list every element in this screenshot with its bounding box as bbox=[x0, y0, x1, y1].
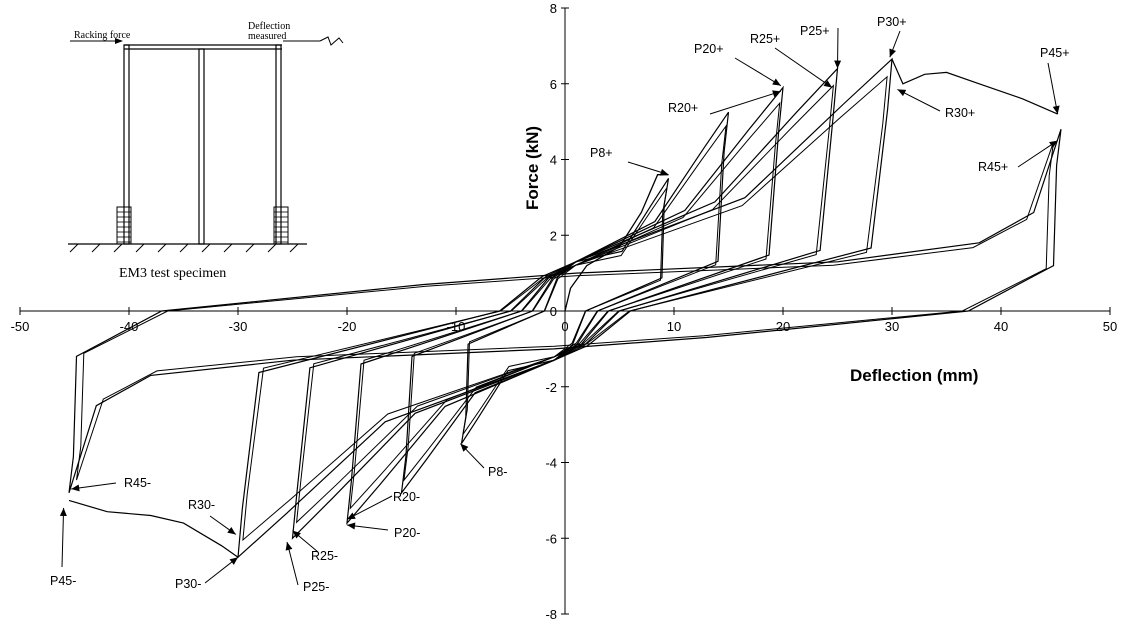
inset-hatch-line bbox=[267, 243, 277, 253]
annotation-p45-pos: P45+ bbox=[1040, 46, 1070, 115]
x-tick-label: -40 bbox=[120, 319, 139, 334]
y-tick-label: -2 bbox=[545, 380, 557, 395]
series-loop-2-repeat bbox=[403, 124, 727, 482]
annotation-p30-neg: P30- bbox=[175, 556, 239, 591]
x-tick-label: 20 bbox=[776, 319, 790, 334]
annotation-r20-pos: R20+ bbox=[668, 90, 781, 115]
annotation-label: P30+ bbox=[877, 15, 907, 29]
annotation-p25-neg: P25- bbox=[285, 541, 329, 594]
x-tick-label: -50 bbox=[11, 319, 30, 334]
annotation-label: R20+ bbox=[668, 101, 698, 115]
inset-right-label-1: Deflection bbox=[248, 21, 290, 32]
annotation-label: R45+ bbox=[978, 160, 1008, 174]
series-loop-4 bbox=[291, 66, 839, 540]
inset-hatch-line bbox=[113, 243, 123, 253]
series-loop-5-repeat bbox=[242, 75, 888, 542]
y-tick-label: 6 bbox=[550, 77, 557, 92]
annotation-label: P8- bbox=[488, 465, 507, 479]
inset-left-hold-down bbox=[116, 206, 132, 245]
annotation-p8-neg: P8- bbox=[460, 443, 507, 479]
inset-left-label: Racking force bbox=[74, 30, 131, 41]
inset-hatch-line bbox=[69, 243, 79, 253]
x-tick-label: 40 bbox=[994, 319, 1008, 334]
annotation-r30-neg: R30- bbox=[188, 498, 237, 535]
annotation-label: R30+ bbox=[945, 106, 975, 120]
annotation-r25-pos: R25+ bbox=[750, 32, 833, 88]
y-tick-label: 8 bbox=[550, 1, 557, 16]
annotation-r45-pos: R45+ bbox=[978, 140, 1058, 174]
annotation-p8-pos: P8+ bbox=[590, 146, 669, 176]
series-envelope-positive bbox=[891, 58, 1058, 115]
y-axis-title: Force (kN) bbox=[523, 126, 542, 210]
annotation-label: P45+ bbox=[1040, 46, 1070, 60]
y-tick-label: -4 bbox=[545, 456, 557, 471]
inset-right-hold-down bbox=[273, 206, 289, 245]
annotation-r20-neg: R20- bbox=[346, 490, 420, 520]
annotation-r30-pos: R30+ bbox=[897, 88, 975, 120]
x-axis-title: Deflection (mm) bbox=[850, 366, 978, 385]
inset-hold-downs bbox=[116, 206, 289, 245]
annotation-label: R30- bbox=[188, 498, 215, 512]
annotation-p25-pos: P25+ bbox=[800, 24, 842, 69]
annotation-label: P45- bbox=[50, 574, 76, 588]
y-tick-label: -8 bbox=[545, 607, 557, 621]
inset-right-stud bbox=[275, 44, 282, 245]
annotation-r45-neg: R45- bbox=[71, 476, 151, 492]
annotation-label: R20- bbox=[393, 490, 420, 504]
inset-hatch-line bbox=[245, 243, 255, 253]
y-tick-label: 2 bbox=[550, 228, 557, 243]
inset-hatch-line bbox=[201, 243, 211, 253]
x-tick-label: -20 bbox=[338, 319, 357, 334]
annotation-label: R25- bbox=[311, 549, 338, 563]
annotation-p20-neg: P20- bbox=[346, 522, 420, 540]
x-tick-label: 10 bbox=[667, 319, 681, 334]
x-tick-label: 0 bbox=[561, 319, 568, 334]
inset-hatch-line bbox=[157, 243, 167, 253]
x-tick-label: 30 bbox=[885, 319, 899, 334]
annotation-label: P20+ bbox=[694, 42, 724, 56]
annotation-label: P8+ bbox=[590, 146, 613, 160]
y-tick-label: 4 bbox=[550, 153, 557, 168]
x-tick-label: -30 bbox=[229, 319, 248, 334]
series-loop-3-repeat bbox=[349, 101, 781, 510]
inset-hatch-line bbox=[223, 243, 233, 253]
inset-middle-stud bbox=[198, 48, 205, 245]
inset-hatch-line bbox=[135, 243, 145, 253]
inset-caption: EM3 test specimen bbox=[119, 266, 226, 281]
inset-hatch-line bbox=[91, 243, 101, 253]
annotation-p20-pos: P20+ bbox=[694, 42, 782, 87]
annotation-label: R25+ bbox=[750, 32, 780, 46]
annotation-r25-neg: R25- bbox=[292, 530, 338, 563]
inset-right-label-2: measured bbox=[248, 31, 286, 42]
series-loop-4-repeat bbox=[295, 84, 835, 524]
series-envelope-negative bbox=[68, 499, 239, 558]
annotation-p45-neg: P45- bbox=[50, 507, 76, 588]
annotation-label: R45- bbox=[124, 476, 151, 490]
annotations: P8+ R20+ P20+ R25+ P25+ P30+ R30+ P45+ R45+ P8- R2… bbox=[50, 15, 1070, 594]
inset-hatch-line bbox=[289, 243, 299, 253]
inset-hatch-line bbox=[179, 243, 189, 253]
annotation-p30-pos: P30+ bbox=[877, 15, 907, 58]
series-loop-1-repeat bbox=[462, 187, 668, 435]
inset-left-stud bbox=[123, 44, 130, 245]
y-tick-label: 0 bbox=[550, 304, 557, 319]
series-loop-3 bbox=[346, 85, 784, 525]
inset-ground-hatch bbox=[69, 243, 299, 253]
x-tick-label: 50 bbox=[1103, 319, 1117, 334]
series-loop-2 bbox=[400, 111, 730, 495]
series-initial-load bbox=[564, 174, 669, 312]
annotation-label: P20- bbox=[394, 526, 420, 540]
annotation-label: P25- bbox=[303, 580, 329, 594]
annotation-label: P25+ bbox=[800, 24, 830, 38]
inset-deflection-gauge-icon bbox=[319, 36, 344, 46]
annotation-label: P30- bbox=[175, 577, 201, 591]
inset-specimen-diagram: Racking force Deflection measured EM3 te… bbox=[68, 21, 344, 281]
y-tick-label: -6 bbox=[545, 531, 557, 546]
x-tick-label: -10 bbox=[447, 319, 466, 334]
